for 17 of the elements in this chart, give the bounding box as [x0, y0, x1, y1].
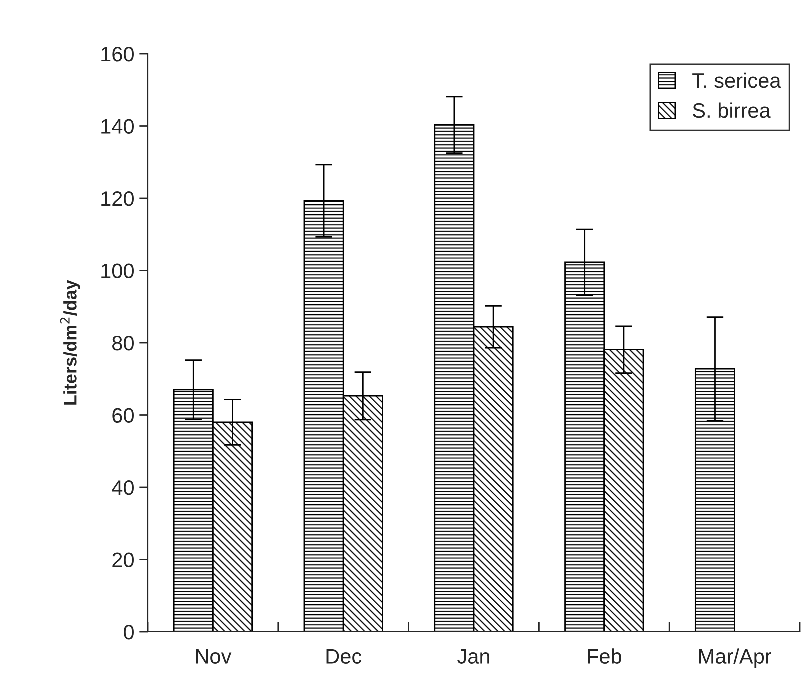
y-tick-label: 140 [102, 119, 134, 134]
y-tick-label: 80 [112, 336, 134, 351]
y-axis-title: Liters/dm$^{2}$/day [60, 280, 80, 405]
y-tick-label: 120 [102, 192, 134, 206]
y-tick-label: 60 [112, 408, 134, 424]
x-tick-label: Feb [588, 648, 622, 664]
x-tick-label: Nov [196, 649, 232, 664]
legend-label: T. sericea [692, 72, 782, 88]
y-tick-label: 100 [102, 264, 134, 279]
y-tick-label: 160 [102, 47, 134, 62]
x-tick-label: Jan [458, 649, 490, 664]
x-tick-label: Mar/Apr [699, 648, 772, 668]
y-tick-label: 20 [112, 552, 134, 568]
x-tick-label: Dec [326, 649, 362, 664]
legend-label: S. birrea [693, 102, 771, 118]
y-tick-label: 0 [124, 625, 134, 640]
y-tick-label: 40 [112, 480, 134, 496]
